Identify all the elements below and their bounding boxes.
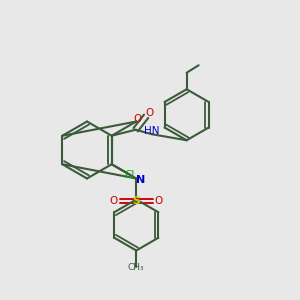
- Text: S: S: [132, 196, 140, 206]
- Text: Cl: Cl: [125, 170, 135, 180]
- Text: O: O: [145, 108, 153, 118]
- Text: O: O: [134, 113, 142, 124]
- Text: N: N: [136, 175, 145, 185]
- Text: O: O: [155, 196, 163, 206]
- Text: HN: HN: [144, 126, 160, 136]
- Text: O: O: [110, 196, 118, 206]
- Text: CH₃: CH₃: [128, 262, 145, 272]
